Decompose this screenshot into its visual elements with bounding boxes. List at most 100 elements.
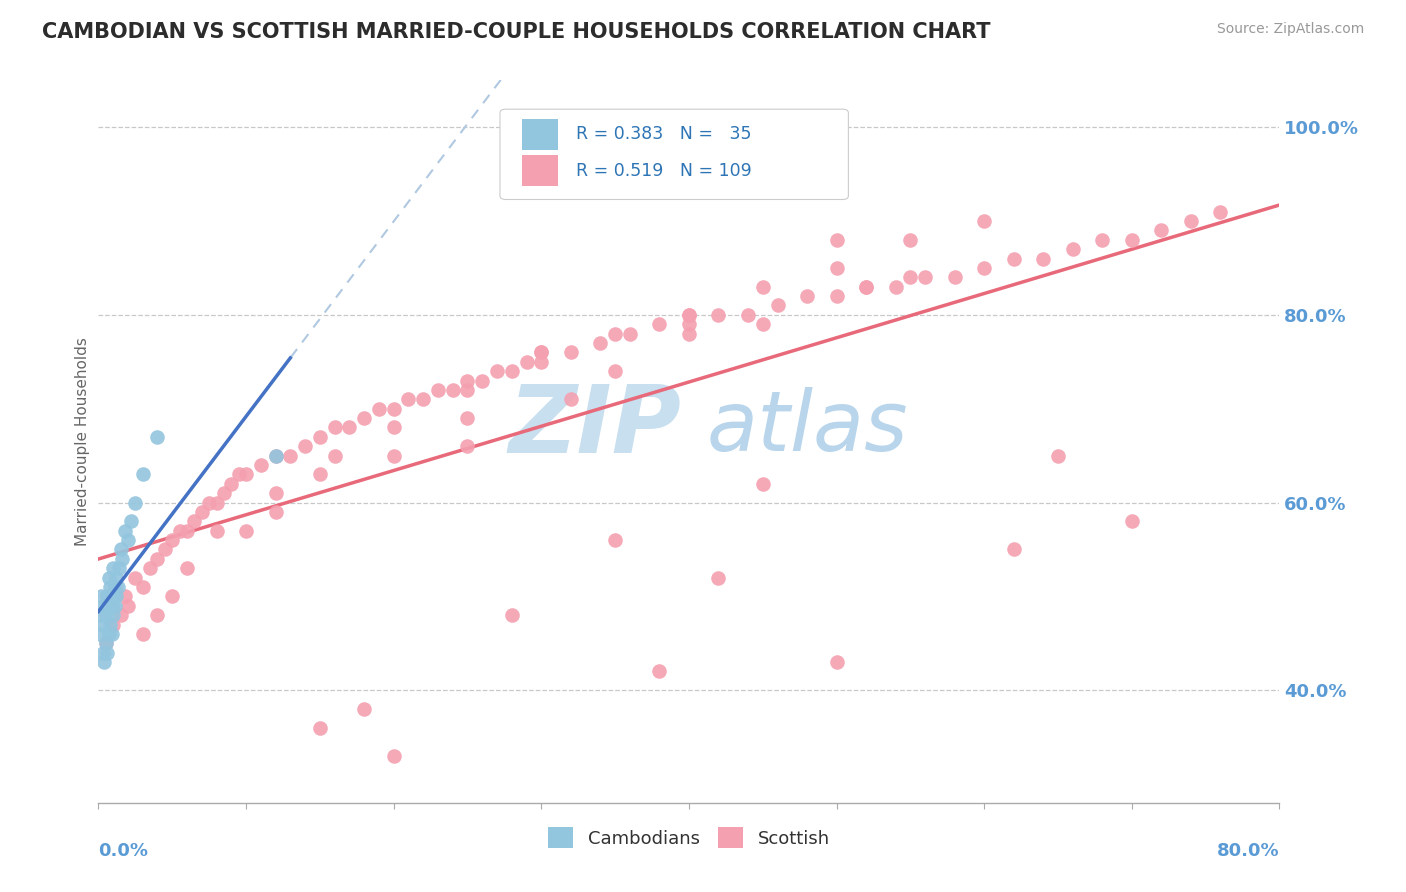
Point: [162, 533, 183, 547]
Point: [707, 571, 730, 585]
Point: [132, 467, 155, 482]
Point: [530, 345, 553, 359]
Text: Source: ZipAtlas.com: Source: ZipAtlas.com: [1216, 22, 1364, 37]
Point: [107, 580, 129, 594]
Point: [1032, 252, 1054, 266]
Point: [1002, 542, 1025, 557]
Point: [530, 345, 553, 359]
Point: [900, 270, 922, 285]
Point: [117, 599, 139, 613]
Point: [457, 374, 479, 388]
Point: [280, 449, 302, 463]
Text: CAMBODIAN VS SCOTTISH MARRIED-COUPLE HOUSEHOLDS CORRELATION CHART: CAMBODIAN VS SCOTTISH MARRIED-COUPLE HOU…: [42, 22, 991, 42]
Point: [93, 599, 115, 613]
Point: [183, 514, 205, 528]
Point: [752, 279, 775, 293]
Point: [516, 355, 538, 369]
Point: [104, 580, 127, 594]
Point: [89, 627, 111, 641]
Point: [105, 590, 128, 604]
Point: [153, 542, 176, 557]
Point: [169, 524, 191, 538]
Point: [619, 326, 641, 341]
Point: [530, 355, 553, 369]
Point: [1046, 449, 1070, 463]
Point: [132, 627, 155, 641]
Point: [648, 318, 671, 332]
Point: [176, 524, 198, 538]
Point: [752, 476, 775, 491]
Point: [108, 561, 131, 575]
Point: [855, 279, 877, 293]
Point: [132, 580, 155, 594]
Point: [117, 533, 139, 547]
Point: [796, 289, 818, 303]
Point: [100, 599, 122, 613]
Point: [176, 561, 198, 575]
Point: [97, 571, 120, 585]
Point: [90, 590, 112, 604]
Point: [605, 326, 627, 341]
Point: [235, 467, 257, 482]
Point: [368, 401, 391, 416]
Point: [103, 608, 125, 623]
Point: [212, 486, 235, 500]
Point: [825, 655, 848, 669]
Text: ZIP: ZIP: [508, 381, 681, 473]
Text: atlas: atlas: [706, 386, 908, 467]
Point: [943, 270, 966, 285]
Point: [221, 476, 243, 491]
Point: [914, 270, 936, 285]
Point: [91, 617, 114, 632]
Point: [309, 430, 332, 444]
Point: [309, 467, 332, 482]
Point: [353, 702, 375, 716]
Point: [605, 533, 627, 547]
Point: [648, 665, 671, 679]
Point: [162, 590, 183, 604]
Point: [737, 308, 759, 322]
Text: 80.0%: 80.0%: [1216, 842, 1279, 860]
Y-axis label: Married-couple Households: Married-couple Households: [75, 337, 90, 546]
Point: [678, 318, 700, 332]
FancyBboxPatch shape: [501, 109, 848, 200]
Point: [1209, 204, 1232, 219]
Point: [124, 571, 146, 585]
Point: [104, 599, 127, 613]
Point: [707, 308, 730, 322]
Point: [91, 646, 114, 660]
Point: [398, 392, 420, 407]
Point: [323, 420, 346, 434]
Point: [114, 524, 136, 538]
Point: [1150, 223, 1173, 237]
Point: [457, 383, 479, 397]
Point: [382, 401, 405, 416]
Point: [678, 326, 700, 341]
Point: [100, 627, 122, 641]
Point: [250, 458, 273, 472]
Point: [264, 505, 287, 519]
Text: 0.0%: 0.0%: [98, 842, 149, 860]
Point: [825, 233, 848, 247]
Point: [294, 439, 316, 453]
Point: [486, 364, 509, 378]
Point: [97, 627, 120, 641]
Point: [1121, 514, 1143, 528]
Point: [96, 646, 118, 660]
Point: [111, 551, 134, 566]
Text: R = 0.519   N = 109: R = 0.519 N = 109: [575, 161, 751, 179]
Point: [94, 636, 117, 650]
Point: [120, 514, 142, 528]
Point: [94, 636, 117, 650]
Point: [825, 260, 848, 275]
Point: [1062, 242, 1084, 256]
Point: [103, 617, 125, 632]
Point: [589, 336, 612, 351]
Point: [98, 580, 121, 594]
Text: R = 0.383   N =   35: R = 0.383 N = 35: [575, 126, 751, 144]
Point: [471, 374, 494, 388]
Point: [678, 308, 700, 322]
Point: [93, 655, 115, 669]
Point: [114, 590, 136, 604]
Point: [323, 449, 346, 463]
